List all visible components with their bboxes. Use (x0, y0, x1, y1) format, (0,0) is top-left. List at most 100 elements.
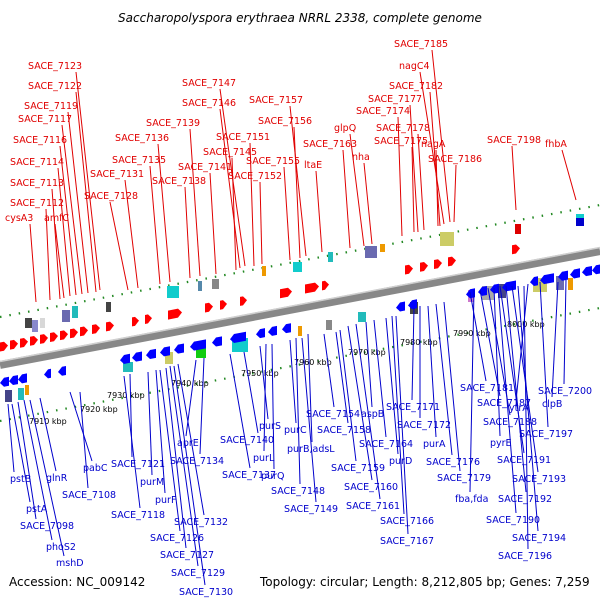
gene-label: SACE_7191 (497, 455, 551, 466)
reverse-gene-arrow (44, 368, 51, 379)
leader-line (75, 71, 101, 291)
gene-label: SACE_7166 (380, 516, 434, 527)
reverse-gene-arrow (540, 273, 554, 285)
upper-feature-box (328, 252, 333, 262)
forward-gene-arrow (240, 296, 247, 306)
gene-label: SACE_7137 (222, 470, 276, 481)
forward-gene-arrow (434, 259, 442, 270)
reverse-gene-arrow (160, 346, 170, 357)
leader-line (45, 208, 51, 301)
upper-feature-box (293, 262, 302, 272)
gene-label: SACE_7200 (538, 386, 592, 397)
gene-label: SACE_7175 (374, 136, 428, 147)
leader-line (39, 397, 57, 472)
leader-line (259, 181, 263, 265)
genome-backbone (0, 246, 600, 369)
leader-line (165, 367, 187, 549)
gene-label: SACE_7138 (152, 176, 206, 187)
gene-label: phoS2 (46, 542, 76, 553)
gene-label: SACE_7128 (84, 191, 138, 202)
leader-line (67, 111, 89, 294)
leader-line (29, 223, 37, 303)
reverse-gene-arrow (268, 325, 277, 336)
reverse-gene-arrow (174, 343, 184, 354)
gene-label: ltaE (304, 160, 322, 171)
kbp-tick-label: 7930 kbp (107, 391, 145, 400)
kbp-tick-label: 7920 kbp (80, 405, 118, 414)
gene-label: SACE_7129 (171, 568, 225, 579)
forward-gene-arrow (50, 332, 58, 342)
gene-label: SACE_7198 (487, 135, 541, 146)
leader-line (395, 315, 409, 535)
leader-line (469, 291, 487, 382)
lower-feature-box (123, 362, 133, 372)
leader-line (243, 351, 259, 434)
forward-gene-arrow (60, 330, 68, 341)
forward-gene-arrow (512, 244, 520, 255)
leader-line (373, 319, 387, 438)
forward-gene-arrow (220, 300, 227, 310)
gene-label: SACE_7156 (258, 116, 312, 127)
reverse-gene-arrow (190, 339, 206, 351)
leader-line (497, 285, 517, 514)
leader-line (289, 105, 307, 257)
reverse-gene-arrow (212, 336, 222, 347)
gene-label: SACE_7159 (331, 463, 385, 474)
leader-line (515, 283, 529, 402)
gene-label: purB,adsL (287, 444, 335, 455)
leader-line (363, 162, 373, 245)
reverse-gene-arrow (592, 264, 600, 275)
leader-line (59, 145, 77, 296)
gene-label: SACE_7174 (356, 106, 410, 117)
accession-text: Accession: NC_009142 (9, 575, 145, 589)
reverse-gene-arrow (558, 270, 568, 281)
gene-label: SACE_7126 (150, 533, 204, 544)
gene-label: SACE_7139 (146, 118, 200, 129)
upper-feature-box (72, 306, 78, 318)
gene-label: SACE_7187 (477, 398, 531, 409)
leader-line (479, 289, 501, 397)
leader-line (539, 281, 549, 428)
lower-feature-box (18, 388, 24, 400)
leader-line (75, 91, 97, 293)
lower-feature-box (165, 352, 173, 364)
gene-label: SACE_7145 (203, 147, 257, 158)
upper-feature-box (576, 214, 584, 218)
leader-line (11, 403, 31, 503)
gene-label: SACE_7154 (306, 409, 360, 420)
leader-line (209, 172, 217, 275)
leader-line (157, 143, 171, 283)
leader-line (51, 188, 61, 300)
upper-feature-box (380, 244, 385, 252)
gene-label: SACE_7131 (90, 169, 144, 180)
leader-line (79, 391, 89, 489)
gene-label: SACE_7190 (486, 515, 540, 526)
gene-label: purQ (261, 471, 284, 482)
leader-line (17, 401, 37, 520)
gene-label: SACE_7141 (178, 162, 232, 173)
gene-label: SACE_7172 (397, 420, 451, 431)
reverse-gene-arrow (256, 328, 265, 339)
leader-line (493, 287, 501, 437)
leader-line (283, 166, 291, 261)
forward-gene-arrow (448, 256, 456, 267)
gene-label: SACE_7117 (18, 114, 72, 125)
gene-label: SACE_7181 (460, 383, 514, 394)
leader-line (409, 104, 419, 233)
lower-feature-box (25, 385, 29, 395)
gene-label: SACE_7185 (394, 39, 448, 50)
gene-label: SACE_7163 (303, 139, 357, 150)
leader-line (173, 365, 206, 586)
reverse-gene-arrow (146, 348, 156, 359)
gene-label: pabC (83, 463, 108, 474)
forward-gene-arrow (405, 264, 413, 275)
reverse-gene-arrow (530, 276, 538, 287)
map-title: Saccharopolyspora erythraea NRRL 2338, c… (118, 11, 482, 25)
upper-feature-box (62, 310, 70, 322)
leader-line (177, 363, 205, 516)
gene-label: purM (140, 477, 164, 488)
gene-label: SACE_7130 (179, 587, 233, 598)
leader-line (355, 323, 381, 500)
gene-label: aspB (361, 409, 384, 420)
leader-line (189, 128, 201, 277)
